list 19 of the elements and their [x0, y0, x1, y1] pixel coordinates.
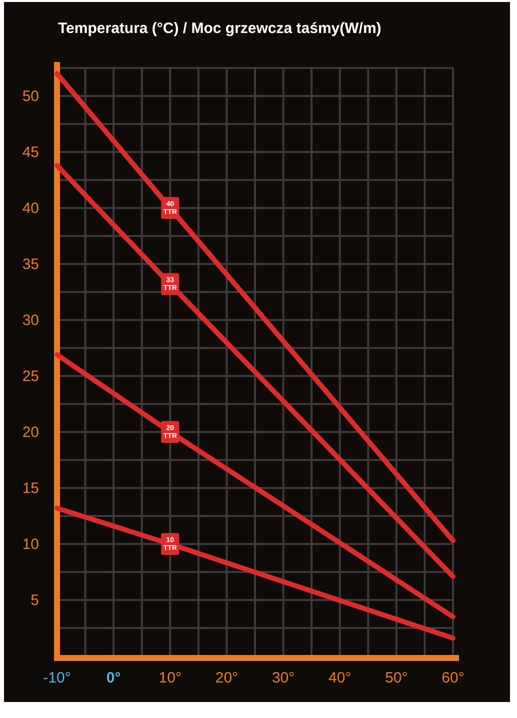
x-tick-label: 10° — [158, 670, 182, 687]
x-tick-label: 60° — [442, 670, 464, 687]
y-tick-label: 35 — [22, 256, 39, 273]
y-tick-label: 50 — [22, 88, 39, 105]
x-tick-label: 30° — [272, 670, 295, 687]
y-tick-label: 30 — [22, 312, 39, 329]
x-tick-label: 0° — [106, 670, 121, 687]
chart-title: Temperatura (°C) / Moc grzewcza taśmy(W/m) — [58, 20, 382, 37]
y-tick-label: 10 — [22, 536, 39, 553]
x-tick-label: 20° — [215, 670, 238, 687]
x-tick-label: 40° — [328, 670, 352, 687]
x-tick-label: 50° — [385, 670, 408, 687]
x-tick-label: -10° — [43, 670, 71, 687]
y-tick-label: 20 — [22, 424, 39, 441]
y-tick-label: 5 — [30, 592, 39, 609]
y-tick-label: 40 — [22, 200, 39, 217]
y-tick-label: 15 — [22, 480, 39, 497]
y-tick-label: 25 — [22, 368, 39, 385]
y-tick-label: 45 — [22, 144, 39, 161]
